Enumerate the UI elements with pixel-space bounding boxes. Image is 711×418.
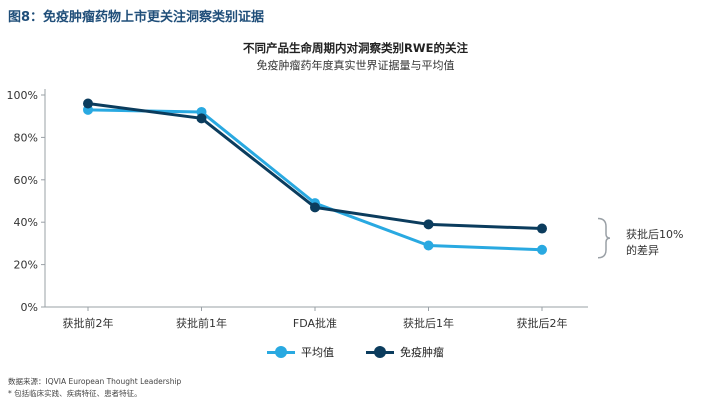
x-tick-label: 获批前2年: [63, 316, 114, 330]
difference-annotation: 获批后10% 的差异: [626, 227, 683, 259]
x-tick-label: 获批后1年: [403, 316, 454, 330]
x-tick-label: 获批后2年: [517, 316, 568, 330]
legend-swatch-average: [267, 346, 295, 358]
data-point-immuno-oncology: [423, 219, 434, 230]
data-point-immuno-oncology: [83, 98, 93, 109]
annotation-line-2: 的差异: [626, 244, 659, 257]
data-point-immuno-oncology: [537, 223, 547, 234]
data-point-immuno-oncology: [310, 202, 320, 213]
y-tick-label: 0%: [21, 301, 38, 314]
data-point-average: [537, 244, 547, 255]
y-tick-label: 60%: [14, 174, 38, 187]
legend-item-average: 平均值: [267, 344, 334, 360]
y-tick-label: 40%: [14, 216, 38, 229]
difference-bracket: [597, 217, 611, 259]
x-tick-label: 获批前1年: [176, 316, 227, 330]
chart-title: 不同产品生命周期内对洞察类别RWE的关注: [243, 41, 468, 55]
chart-subtitle: 免疫肿瘤药年度真实世界证据量与平均值: [256, 59, 455, 72]
data-point-average: [423, 240, 434, 251]
source-note: 数据来源：IQVIA European Thought Leadership: [8, 377, 182, 386]
legend-swatch-immuno-oncology: [366, 346, 394, 358]
chart-legend: 平均值 免疫肿瘤: [0, 344, 711, 360]
series-line-average: [87, 108, 543, 252]
legend-label-immuno-oncology: 免疫肿瘤: [400, 346, 444, 359]
legend-label-average: 平均值: [301, 346, 334, 359]
y-tick-label: 100%: [7, 89, 38, 102]
x-tick-label: FDA批准: [293, 316, 337, 330]
data-point-immuno-oncology: [196, 113, 207, 124]
footnote: * 包括临床实践、疾病特征、患者特征。: [8, 389, 142, 398]
figure-title: 图8：免疫肿瘤药物上市更关注洞察类别证据: [8, 10, 265, 25]
y-tick-label: 80%: [14, 131, 38, 144]
annotation-line-1: 获批后10%: [626, 228, 684, 241]
y-tick-label: 20%: [14, 259, 38, 272]
legend-item-immuno-oncology: 免疫肿瘤: [366, 344, 444, 360]
